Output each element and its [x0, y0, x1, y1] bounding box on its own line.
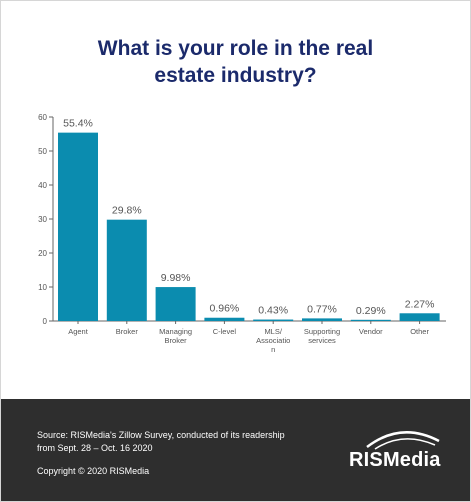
x-tick-label: Associatio: [256, 336, 290, 345]
x-tick-label: Managing: [159, 327, 192, 336]
copyright-text: Copyright © 2020 RISMedia: [37, 466, 150, 476]
bar-value-label: 0.43%: [258, 305, 288, 317]
bar: [106, 219, 147, 321]
x-tick-label: C-level: [213, 327, 237, 336]
bar: [204, 317, 245, 321]
x-tick-label: Other: [410, 327, 429, 336]
x-tick-label: Broker: [116, 327, 139, 336]
bar-value-label: 2.27%: [405, 298, 435, 310]
x-tick-label: services: [308, 336, 336, 345]
brand-arc-icon: [366, 431, 440, 450]
x-tick-label: MLS/: [264, 327, 282, 336]
x-tick-label: Vendor: [359, 327, 383, 336]
bar-value-label: 9.98%: [161, 272, 191, 284]
x-tick-label: Broker: [165, 336, 188, 345]
title-line-2: estate industry?: [154, 64, 317, 87]
y-tick-label: 0: [43, 317, 48, 326]
bar: [253, 319, 294, 321]
y-tick-label: 50: [38, 147, 47, 156]
bar-chart: 0 10 20 30 40 50 60 55.4% Agent 29.8% Broker 9.98% M…: [38, 113, 446, 354]
x-tick-label: Supporting: [304, 327, 340, 336]
bar: [399, 313, 440, 321]
page-title: What is your role in the real estate ind…: [1, 35, 470, 89]
bar: [58, 132, 98, 321]
x-tick-label: n: [271, 345, 275, 354]
y-tick-label: 20: [38, 249, 47, 258]
footer: Source: RISMedia's Zillow Survey, conduc…: [1, 399, 470, 501]
title-line-1: What is your role in the real: [97, 37, 374, 60]
brand-logo: RISMedia: [349, 449, 441, 471]
y-tick-label: 60: [38, 113, 47, 122]
bar-value-label: 55.4%: [63, 118, 93, 130]
y-tick-label: 10: [38, 283, 47, 292]
bar-value-label: 29.8%: [112, 205, 142, 217]
source-line-2: from Sept. 28 – Oct. 16 2020: [37, 443, 153, 453]
bar-value-label: 0.96%: [210, 303, 240, 315]
y-tick-label: 30: [38, 215, 47, 224]
source-note: Source: RISMedia's Zillow Survey, conduc…: [37, 429, 307, 455]
bar: [155, 287, 196, 321]
bar: [350, 319, 391, 321]
source-line-1: Source: RISMedia's Zillow Survey, conduc…: [37, 430, 285, 440]
bar: [302, 318, 342, 321]
bar-value-label: 0.29%: [356, 305, 386, 317]
y-tick-label: 40: [38, 181, 47, 190]
bar-value-label: 0.77%: [307, 303, 337, 315]
x-tick-label: Agent: [68, 327, 89, 336]
